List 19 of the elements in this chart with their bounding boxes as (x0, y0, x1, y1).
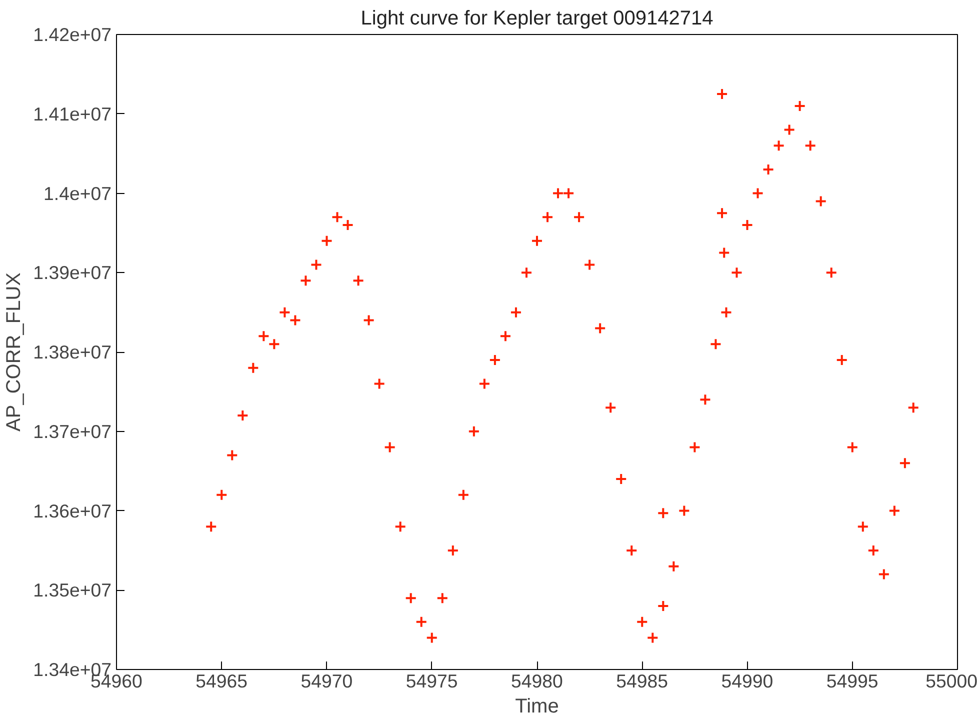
x-tick-label: 54985 (616, 670, 668, 692)
x-tick-label: 54970 (300, 670, 353, 692)
x-tick-label: 55000 (926, 670, 977, 692)
y-tick-label: 1.36e+07 (33, 500, 112, 522)
y-tick-label: 1.41e+07 (33, 103, 112, 124)
x-tick-label: 54980 (511, 670, 563, 692)
y-axis-title: AP_CORR_FLUX (3, 272, 26, 432)
chart-title: Light curve for Kepler target 009142714 (360, 8, 714, 30)
y-tick-label: 1.42e+07 (33, 24, 112, 45)
y-tick-label: 1.38e+07 (33, 342, 112, 362)
y-tick-label: 1.4e+07 (44, 182, 112, 204)
x-tick-label: 54975 (406, 670, 458, 692)
y-tick-label: 1.37e+07 (33, 420, 112, 442)
y-tick-label: 1.39e+07 (33, 262, 112, 284)
x-tick-label: 54990 (721, 670, 774, 692)
x-tick-label: 54965 (196, 670, 248, 692)
y-tick-label: 1.35e+07 (33, 580, 112, 601)
x-tick-label: 54995 (826, 670, 878, 692)
x-axis-title: Time (515, 696, 559, 718)
